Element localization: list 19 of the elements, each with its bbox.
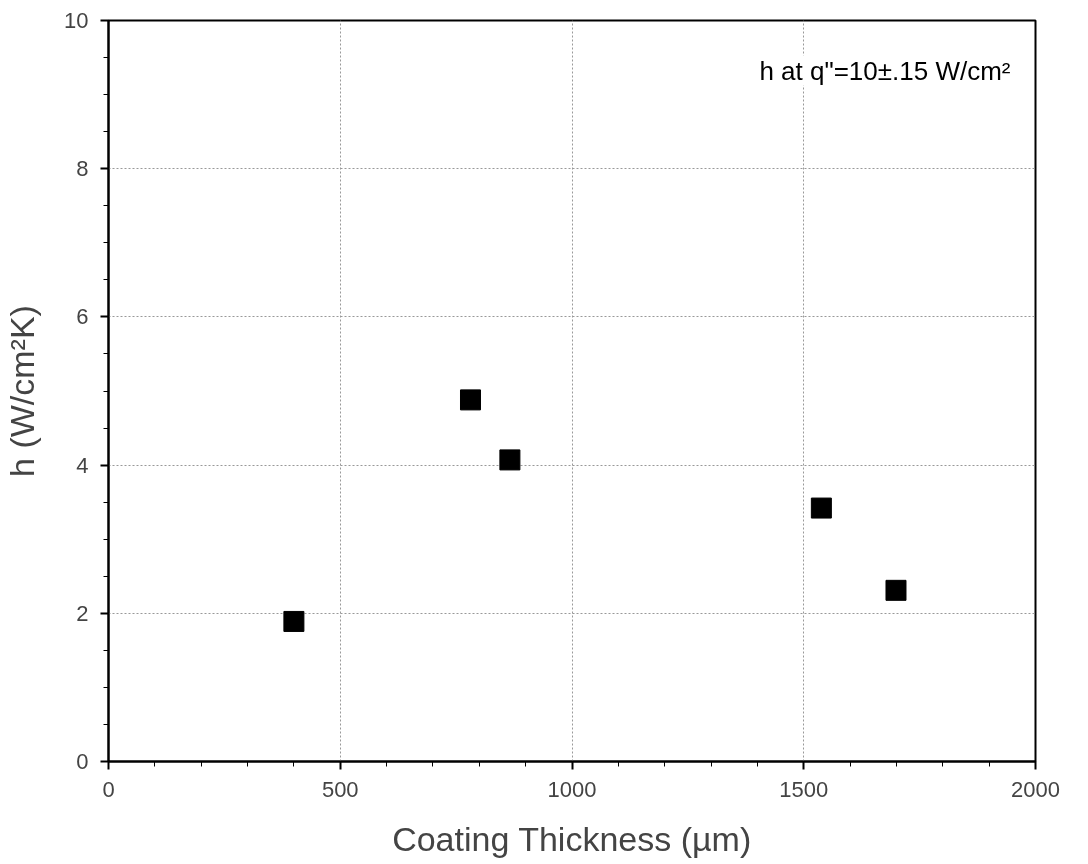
y-tick-label: 4 <box>76 452 89 478</box>
y-tick-label: 10 <box>64 8 89 33</box>
point <box>499 449 521 471</box>
y-tick-label: 0 <box>76 749 89 774</box>
x-tick-label: 500 <box>321 776 359 802</box>
x-tick-label: 0 <box>102 776 115 802</box>
y-tick-label: 6 <box>76 304 89 330</box>
point <box>459 389 481 411</box>
point <box>810 497 832 519</box>
y-axis-title: h (W/cm²K) <box>3 305 42 477</box>
point <box>885 579 907 601</box>
annotation: h at q"=10±.15 W/cm² <box>759 55 1011 86</box>
y-tick-label: 8 <box>76 156 89 182</box>
y-tick-label: 2 <box>76 600 89 626</box>
x-tick-label: 1000 <box>547 776 597 802</box>
x-tick-label: 2000 <box>1011 776 1060 802</box>
point <box>283 610 305 632</box>
x-tick-label: 1500 <box>779 776 829 802</box>
x-axis-title: Coating Thickness (µm) <box>392 819 752 858</box>
